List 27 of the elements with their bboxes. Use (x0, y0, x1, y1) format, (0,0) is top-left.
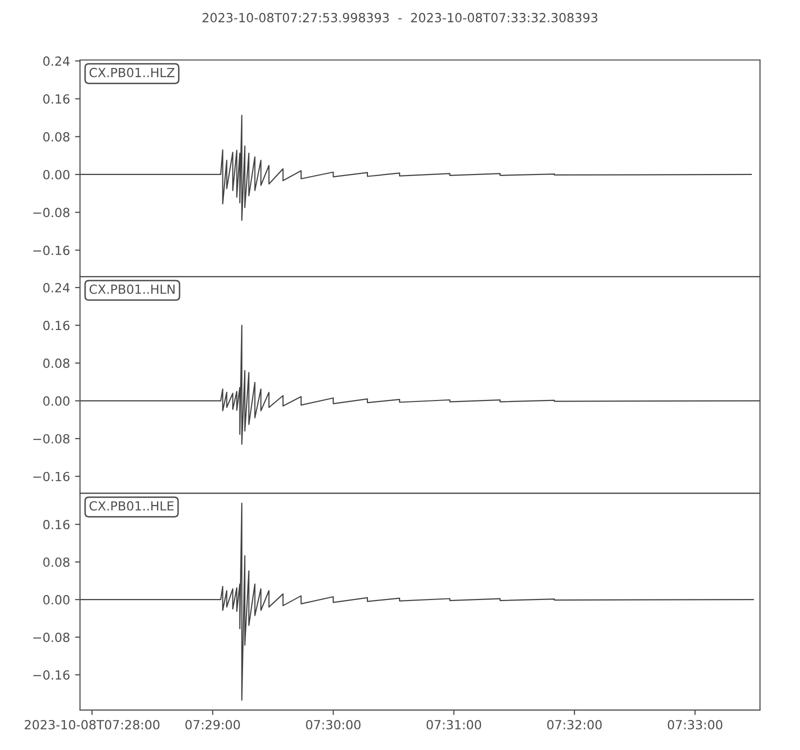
y-tick-label: 0.16 (43, 320, 70, 330)
y-tick-label: 0.08 (43, 132, 70, 142)
x-tick-label: 07:29:00 (185, 720, 240, 730)
chart-title: 2023-10-08T07:27:53.998393 - 2023-10-08T07:33:32.308393 (202, 12, 598, 22)
y-tick-label: 0.24 (43, 283, 70, 292)
x-tick-label: 2023-10-08T07:28:00 (24, 720, 160, 730)
annotation: CX.PB01..HLN (90, 284, 175, 294)
y-tick-label: 0.24 (43, 56, 70, 66)
y-tick-label: −0.16 (33, 246, 70, 256)
y-tick-label: 0.16 (43, 94, 70, 104)
y-tick-label: 0.00 (43, 595, 70, 604)
x-tick-label: 07:33:00 (668, 720, 722, 730)
y-tick-label: −0.08 (33, 208, 70, 218)
y-tick-label: 0.08 (43, 358, 70, 368)
x-tick-label: 07:32:00 (547, 720, 602, 730)
annotation: CX.PB01..HLE (90, 501, 174, 511)
x-tick-label: 07:31:00 (426, 720, 482, 730)
y-tick-label: 0.00 (43, 170, 70, 180)
y-tick-label: 0.16 (43, 520, 70, 530)
y-tick-label: −0.08 (33, 632, 70, 642)
y-tick-label: 0.00 (43, 396, 70, 406)
annotation: CX.PB01..HLZ (90, 68, 174, 78)
x-tick-label: 07:30:00 (306, 720, 360, 730)
y-tick-label: 0.08 (43, 557, 70, 567)
y-tick-label: −0.08 (33, 434, 70, 444)
y-tick-label: −0.16 (33, 670, 70, 680)
y-tick-label: −0.16 (33, 472, 70, 482)
